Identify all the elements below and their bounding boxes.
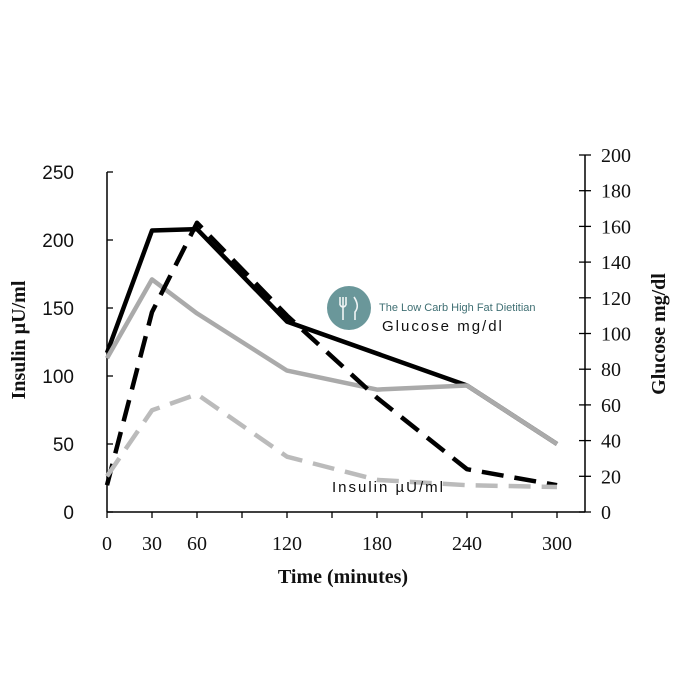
x-tick-label: 240 (452, 533, 482, 555)
x-tick-label: 30 (142, 533, 162, 555)
glucose-annotation: Glucose mg/dl (382, 318, 504, 335)
right-tick-label: 60 (601, 395, 621, 417)
left-tick-label: 0 (63, 503, 74, 524)
series-line-3 (104, 220, 558, 488)
x-tick-label: 60 (187, 533, 207, 555)
series-line-1 (104, 226, 559, 446)
x-axis-title: Time (minutes) (278, 566, 408, 588)
left-tick-group: 0 50 100 150 200 250 (42, 163, 113, 524)
left-tick-label: 200 (42, 231, 74, 252)
right-tick-label: 80 (601, 359, 621, 381)
left-tick-label: 150 (42, 299, 74, 320)
left-tick-label: 250 (42, 163, 74, 184)
right-tick-label: 160 (601, 216, 631, 238)
right-tick-label: 0 (601, 502, 611, 524)
series-line-2 (105, 277, 559, 446)
right-tick-label: 100 (601, 324, 631, 346)
watermark-logo (327, 286, 371, 330)
insulin-annotation: Insulin µU/ml (332, 479, 445, 496)
right-tick-label: 140 (601, 252, 631, 274)
fork-knife-icon (339, 296, 359, 320)
watermark-text: The Low Carb High Fat Dietitian (379, 302, 536, 314)
series-line-4 (105, 391, 558, 490)
right-axis-title: Glucose mg/dl (648, 273, 670, 395)
right-tick-group: 0 20 40 60 80 100 120 140 160 180 200 (579, 145, 631, 524)
left-tick-label: 50 (53, 435, 74, 456)
right-tick-label: 40 (601, 431, 621, 453)
x-tick-group: 0 30 60 120 180 240 300 (102, 512, 572, 555)
x-tick-label: 120 (272, 533, 302, 555)
x-tick-label: 300 (542, 533, 572, 555)
left-axis-title: Insulin µU/ml (8, 280, 30, 399)
left-tick-label: 100 (42, 367, 74, 388)
right-tick-label: 200 (601, 145, 631, 167)
right-tick-label: 120 (601, 288, 631, 310)
x-tick-label: 0 (102, 533, 112, 555)
right-tick-label: 20 (601, 466, 621, 488)
series-layer (104, 220, 559, 490)
watermark: The Low Carb High Fat Dietitian (327, 286, 536, 330)
x-tick-label: 180 (362, 533, 392, 555)
right-tick-label: 180 (601, 181, 631, 203)
